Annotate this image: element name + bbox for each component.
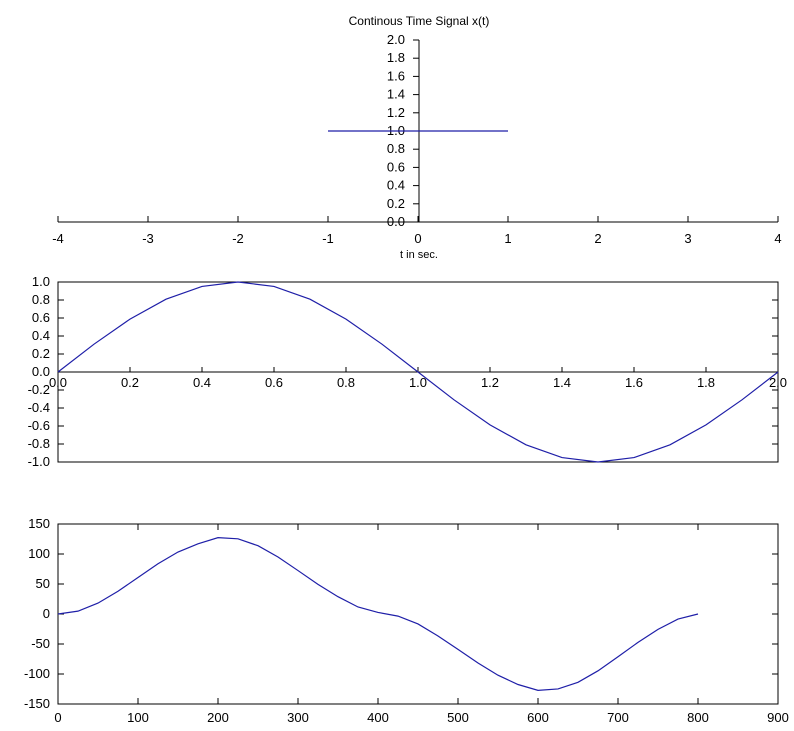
plot-3-series [57,537,699,691]
plot-3-x-tick-label: 600 [527,710,549,725]
plot-2-y-tick-label: -0.8 [28,436,50,451]
plot-2-series [57,281,779,463]
plot-2-x-tick-label: 0.6 [265,375,283,390]
plot-1-y-tick-label: 0.8 [387,141,405,156]
plot-2-x-ticks: 0.0 0.2 0.4 0.6 0.8 1.0 1.2 1.4 1.6 1.8 2.0 [49,367,787,390]
plot-1: Continous Time Signal x(t) -4 -3 -2 -1 0 1 2 3 4… [52,14,781,261]
plot-2-x-tick-label: 1.0 [409,375,427,390]
plot-2-x-tick-label: 1.2 [481,375,499,390]
plot-3-x-tick-label: 800 [687,710,709,725]
plot-3-x-tick-label: 700 [607,710,629,725]
plot-1-x-tick-label: 2 [594,231,601,246]
plot-1-y-ticks: 0.00.20.40.60.81.01.21.41.61.82.0 [387,32,419,229]
plot-2-y-tick-label: 0.6 [32,310,50,325]
plot-3: 0 100 200 300 400 500 600 700 800 900 -150-100-50… [24,516,789,725]
plot-3-series-line [57,537,699,691]
plot-1-y-tick-label: 1.4 [387,87,405,102]
plot-3-x-tick-label: 0 [54,710,61,725]
plot-2-y-tick-label: 1.0 [32,274,50,289]
plot-1-y-tick-label: 0.6 [387,159,405,174]
plot-3-x-tick-label: 300 [287,710,309,725]
plot-3-frame [57,523,779,705]
plot-1-x-tick-label: -3 [142,231,154,246]
plot-1-y-tick-label: 1.6 [387,68,405,83]
plot-3-y-tick-label: 50 [36,576,50,591]
plot-2-y-ticks: -1.0-0.8-0.6-0.4-0.20.00.20.40.60.81.0 [28,274,778,469]
plot-2-y-tick-label: 0.2 [32,346,50,361]
plot-3-y-tick-label: -50 [31,636,50,651]
plot-1-y-tick-label: 2.0 [387,32,405,47]
plot-3-y-ticks: -150 -100 -50 0 50 100 150 [24,516,778,711]
plot-1-x-tick-label: -1 [322,231,334,246]
plot-1-x-tick-label: -2 [232,231,244,246]
plot-2-y-tick-label: -0.2 [28,382,50,397]
plot-2-y-tick-label: -0.6 [28,418,50,433]
plot-3-y-tick-label: 150 [28,516,50,531]
plot-3-x-tick-label: 400 [367,710,389,725]
plot-2-series-line [57,281,779,463]
plot-2-x-tick-label: 2.0 [769,375,787,390]
plot-3-x-tick-label: 100 [127,710,149,725]
plot-2-x-tick-label: 0.8 [337,375,355,390]
plot-1-y-tick-label: 0.0 [387,214,405,229]
plot-3-y-tick-label: 0 [43,606,50,621]
plot-2-y-tick-label: -1.0 [28,454,50,469]
plot-2-x-tick-label: 1.8 [697,375,715,390]
plot-2-x-tick-label: 0.2 [121,375,139,390]
plot-2-x-tick-label: 0.4 [193,375,211,390]
plot-2-y-tick-label: -0.4 [28,400,50,415]
plot-3-x-ticks: 0 100 200 300 400 500 600 700 800 900 [54,524,789,725]
plot-3-y-tick-label: -100 [24,666,50,681]
plot-2-y-tick-label: 0.4 [32,328,50,343]
plot-2-y-tick-label: 0.8 [32,292,50,307]
plot-3-x-tick-label: 900 [767,710,789,725]
plot-2: 0.0 0.2 0.4 0.6 0.8 1.0 1.2 1.4 1.6 1.8 2.0 -1.0 -0… [28,274,787,469]
plot-1-x-tick-label: 0 [414,231,421,246]
plot-1-x-tick-label: 1 [504,231,511,246]
plot-1-y-tick-label: 0.4 [387,178,405,193]
plot-1-title: Continous Time Signal x(t) [349,14,490,28]
plot-1-x-axis-label: t in sec. [400,249,438,261]
plot-2-x-tick-label: 1.4 [553,375,571,390]
plot-1-x-tick-label: 3 [684,231,691,246]
plot-1-x-ticks: -4 -3 -2 -1 0 1 2 3 4 [52,216,782,246]
plot-1-y-tick-label: 1.2 [387,105,405,120]
plot-3-y-tick-label: -150 [24,696,50,711]
plot-1-y-tick-label: 1.8 [387,50,405,65]
plot-3-y-tick-label: 100 [28,546,50,561]
plot-1-y-tick-label: 0.2 [387,196,405,211]
plot-1-x-tick-label: 4 [774,231,781,246]
plot-2-y-tick-label: 0.0 [32,364,50,379]
plot-2-x-tick-label: 0.0 [49,375,67,390]
plot-3-x-tick-label: 200 [207,710,229,725]
plot-1-x-tick-label: -4 [52,231,64,246]
plot-3-x-tick-label: 500 [447,710,469,725]
plot-2-x-tick-label: 1.6 [625,375,643,390]
